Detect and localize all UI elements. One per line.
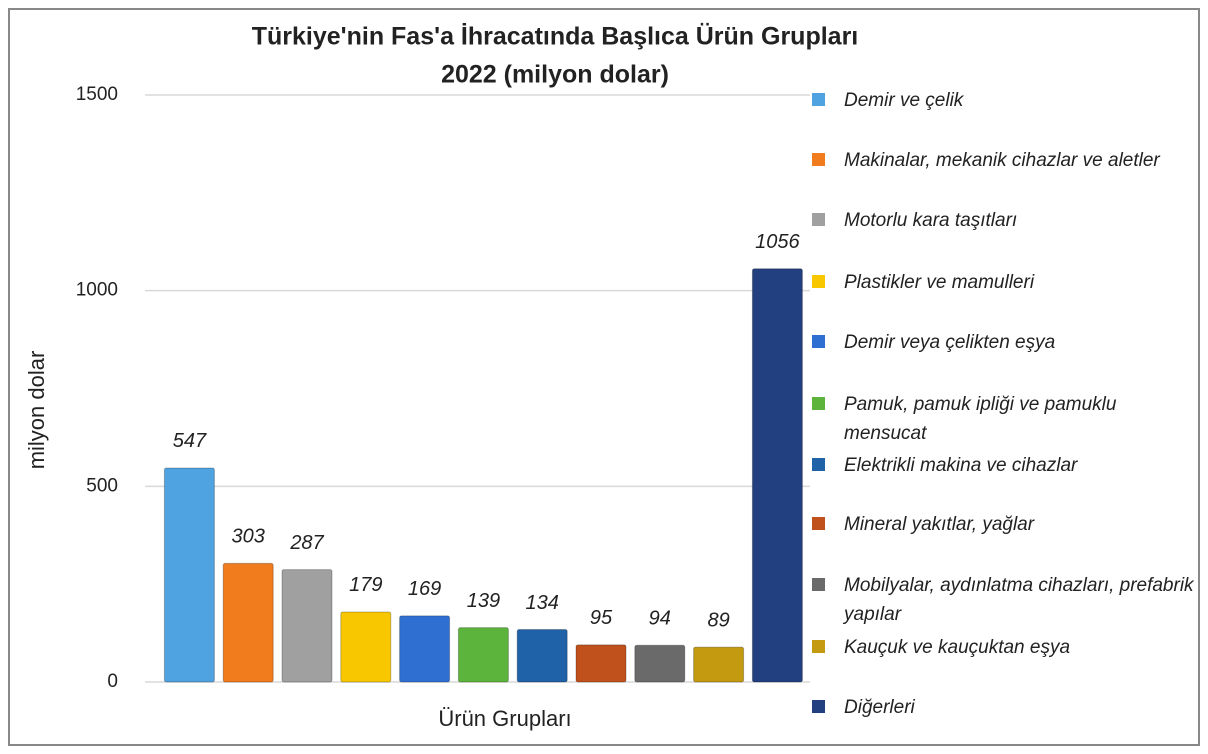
legend-item: Elektrikli makina ve cihazlar (812, 451, 1202, 480)
x-axis-label: Ürün Grupları (438, 706, 571, 731)
legend-label: Mineral yakıtlar, yağlar (844, 514, 1035, 535)
legend-swatch (812, 275, 825, 288)
legend-label: Kauçuk ve kauçuktan eşya (844, 637, 1071, 658)
value-label: 95 (590, 607, 613, 629)
value-label: 287 (289, 532, 324, 554)
legend-swatch (812, 517, 825, 530)
legend-label: Motorlu kara taşıtları (844, 210, 1018, 231)
legend-swatch (812, 93, 825, 106)
legend-item: Mobilyalar, aydınlatma cihazları, prefab… (812, 571, 1202, 629)
bar (575, 644, 627, 683)
y-tick-label: 0 (107, 671, 118, 692)
legend-label: Demir veya çelikten eşya (844, 332, 1056, 353)
legend-item: Demir ve çelik (812, 86, 1202, 115)
legend-item: Kauçuk ve kauçuktan eşya (812, 633, 1202, 662)
legend-item: Pamuk, pamuk ipliği ve pamuklu mensucat (812, 390, 1202, 448)
y-axis-label: milyon dolar (24, 351, 49, 470)
legend-label: Mobilyalar, aydınlatma cihazları, prefab… (844, 575, 1194, 625)
legend-swatch (812, 640, 825, 653)
legend-label: Elektrikli makina ve cihazlar (844, 455, 1078, 476)
legend-swatch (812, 397, 825, 410)
bar (693, 646, 745, 683)
y-tick-label: 500 (86, 475, 118, 496)
value-label: 89 (707, 609, 729, 631)
legend-swatch (812, 335, 825, 348)
legend-label: Demir ve çelik (844, 90, 964, 111)
bar (634, 644, 686, 683)
value-label: 94 (649, 607, 671, 629)
y-tick-label: 1500 (76, 84, 118, 105)
legend-label: Diğerleri (844, 697, 915, 718)
value-label: 139 (467, 590, 500, 612)
legend-swatch (812, 700, 825, 713)
bar (281, 569, 333, 683)
legend-label: Makinalar, mekanik cihazlar ve aletler (844, 150, 1160, 171)
chart-title: Türkiye'nin Fas'a İhracatında Başlıca Ür… (252, 22, 859, 51)
legend-item: Motorlu kara taşıtları (812, 206, 1202, 235)
bar (399, 615, 451, 683)
legend-swatch (812, 458, 825, 471)
bar (222, 562, 274, 683)
value-label: 1056 (755, 231, 800, 253)
bar (163, 467, 215, 683)
y-tick-label: 1000 (76, 280, 118, 301)
value-label: 134 (526, 592, 559, 614)
legend-item: Demir veya çelikten eşya (812, 328, 1202, 357)
legend-swatch (812, 153, 825, 166)
legend-label: Plastikler ve mamulleri (844, 272, 1035, 293)
legend-item: Makinalar, mekanik cihazlar ve aletler (812, 146, 1202, 175)
legend-swatch (812, 213, 825, 226)
frame (8, 8, 1200, 746)
value-label: 169 (408, 578, 441, 600)
legend-item: Mineral yakıtlar, yağlar (812, 510, 1202, 539)
value-label: 179 (349, 574, 382, 596)
value-label: 303 (232, 526, 265, 548)
bar (751, 268, 803, 683)
legend-label: Pamuk, pamuk ipliği ve pamuklu mensucat (844, 394, 1117, 444)
legend-item: Diğerleri (812, 693, 1202, 722)
bar (340, 611, 392, 683)
chart-subtitle: 2022 (milyon dolar) (441, 61, 669, 89)
bar (516, 629, 568, 683)
value-label: 547 (173, 430, 207, 452)
legend-item: Plastikler ve mamulleri (812, 268, 1202, 297)
bar (457, 627, 509, 683)
legend-swatch (812, 578, 825, 591)
